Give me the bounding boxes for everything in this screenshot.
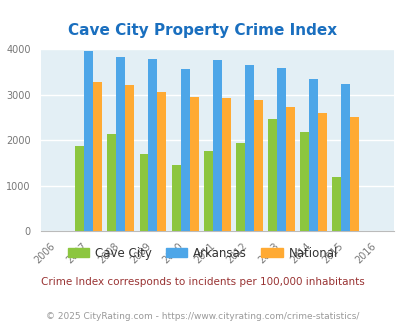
Bar [349, 117, 358, 231]
Bar [299, 132, 308, 231]
Bar [125, 85, 134, 231]
Bar [244, 65, 253, 231]
Bar [180, 69, 189, 231]
Bar [267, 119, 276, 231]
Text: Crime Index corresponds to incidents per 100,000 inhabitants: Crime Index corresponds to incidents per… [41, 277, 364, 287]
Bar [331, 177, 340, 231]
Bar [171, 165, 180, 231]
Bar [116, 57, 125, 231]
Legend: Cave City, Arkansas, National: Cave City, Arkansas, National [63, 242, 342, 264]
Bar [340, 83, 349, 231]
Bar [203, 151, 212, 231]
Bar [317, 113, 326, 231]
Bar [84, 51, 93, 231]
Bar [157, 92, 166, 231]
Bar [221, 98, 230, 231]
Bar [253, 100, 262, 231]
Bar [148, 59, 157, 231]
Bar [285, 107, 294, 231]
Bar [212, 60, 221, 231]
Bar [189, 97, 198, 231]
Bar [75, 146, 84, 231]
Bar [139, 154, 148, 231]
Bar [107, 134, 116, 231]
Text: Cave City Property Crime Index: Cave City Property Crime Index [68, 23, 337, 38]
Text: © 2025 CityRating.com - https://www.cityrating.com/crime-statistics/: © 2025 CityRating.com - https://www.city… [46, 312, 359, 321]
Bar [235, 143, 244, 231]
Bar [308, 79, 317, 231]
Bar [93, 82, 102, 231]
Bar [276, 68, 285, 231]
